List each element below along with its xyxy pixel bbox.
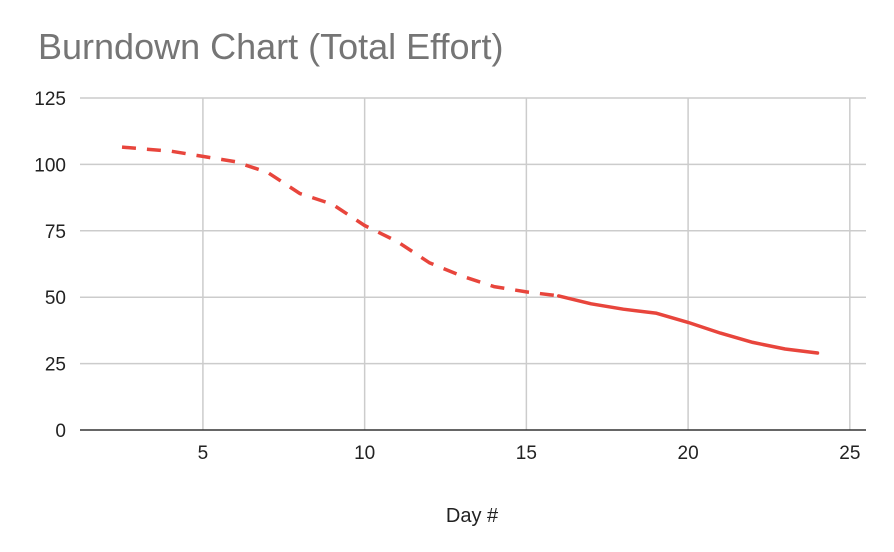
x-tick-label: 15 [516,443,537,464]
x-tick-label: 5 [198,443,209,464]
y-tick-label: 125 [34,89,66,110]
chart-title: Burndown Chart (Total Effort) [38,26,504,67]
y-tick-label: 50 [45,288,66,309]
y-tick-label: 0 [55,421,66,442]
tick-labels: 0 25 50 75 100 125 5 10 15 20 25 [34,89,860,464]
y-tick-label: 25 [45,355,66,376]
x-tick-label: 25 [839,443,860,464]
dashed-series-line [121,145,559,298]
x-tick-label: 10 [354,443,375,464]
x-axis-label: Day # [446,505,499,527]
y-tick-label: 75 [45,222,66,243]
y-tick-label: 100 [34,155,66,176]
x-tick-label: 20 [678,443,699,464]
grid-lines [80,97,866,430]
series-lines [121,145,820,355]
solid-series-line [556,294,820,355]
